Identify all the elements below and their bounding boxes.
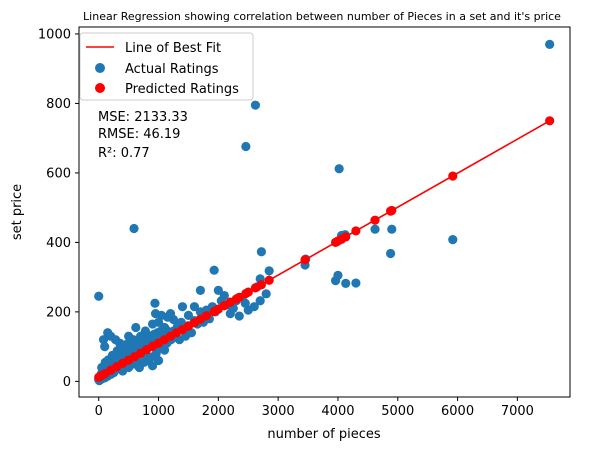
actual-point	[150, 298, 160, 308]
x-tick-label: 6000	[441, 404, 474, 419]
y-axis-label: set price	[10, 184, 25, 240]
r2-text: R²: 0.77	[98, 146, 150, 161]
x-tick-label: 5000	[381, 404, 414, 419]
actual-point	[261, 289, 271, 299]
actual-point	[100, 342, 110, 352]
x-tick-label: 2000	[202, 404, 235, 419]
x-tick-label: 0	[95, 404, 103, 419]
predicted-point	[264, 275, 274, 285]
predicted-point	[330, 237, 341, 247]
y-tick-label: 600	[46, 166, 71, 181]
actual-point	[255, 296, 265, 306]
actual-point	[153, 317, 164, 327]
x-tick-label: 1000	[142, 404, 175, 419]
actual-point	[341, 278, 351, 288]
chart-title: Linear Regression showing correlation be…	[83, 10, 561, 23]
actual-point	[94, 291, 104, 301]
actual-point	[213, 285, 223, 295]
y-tick-label: 200	[46, 305, 71, 320]
actual-point	[176, 317, 186, 327]
actual-point	[250, 100, 261, 110]
predicted-point	[300, 255, 310, 265]
actual-point	[98, 335, 109, 345]
predicted-point	[545, 116, 555, 126]
mse-text: MSE: 2133.33	[98, 110, 188, 125]
x-axis-label: number of pieces	[267, 427, 381, 442]
x-tick-label: 4000	[321, 404, 354, 419]
y-tick-label: 1000	[38, 27, 71, 42]
actual-point	[150, 309, 161, 319]
legend-marker-actual	[95, 63, 105, 73]
actual-point	[370, 224, 380, 234]
actual-point	[241, 141, 251, 152]
actual-point	[333, 270, 343, 281]
legend: Line of Best Fit Actual Ratings Predicte…	[79, 32, 254, 101]
actual-point	[545, 39, 555, 49]
predicted-point	[370, 215, 380, 225]
y-tick-label: 800	[46, 97, 71, 112]
predicted-point	[250, 283, 261, 293]
actual-point	[183, 310, 194, 320]
actual-point	[131, 322, 141, 333]
x-tick-label: 7000	[501, 404, 534, 419]
actual-point	[334, 164, 344, 174]
actual-point	[177, 302, 188, 312]
predicted-point	[209, 306, 219, 317]
actual-point	[387, 224, 397, 234]
legend-marker-predicted	[95, 83, 105, 93]
actual-point	[129, 223, 139, 234]
actual-point	[195, 285, 206, 295]
legend-label-predicted: Predicted Ratings	[125, 82, 239, 97]
actual-point	[448, 235, 458, 245]
actual-point	[351, 278, 361, 288]
rmse-text: RMSE: 46.19	[98, 127, 180, 142]
y-tick-label: 400	[46, 236, 71, 251]
legend-label-fit: Line of Best Fit	[125, 41, 221, 56]
actual-point	[385, 248, 396, 259]
actual-point	[128, 335, 139, 345]
actual-point	[240, 298, 250, 308]
actual-point	[249, 302, 259, 312]
legend-label-actual: Actual Ratings	[125, 62, 219, 77]
predicted-point	[94, 372, 104, 382]
actual-point	[264, 266, 274, 276]
actual-point	[234, 311, 244, 321]
actual-point	[256, 247, 267, 257]
stats-annotation: MSE: 2133.33 RMSE: 46.19 R²: 0.77	[98, 110, 188, 161]
actual-point	[189, 302, 200, 312]
predicted-point	[448, 171, 458, 181]
predicted-point	[385, 206, 396, 216]
x-tick-label: 3000	[262, 404, 295, 419]
legend-box	[79, 32, 254, 101]
y-tick-label: 0	[63, 375, 71, 390]
plot-area	[78, 26, 571, 398]
predicted-point	[351, 226, 361, 236]
actual-point	[209, 265, 219, 275]
axes: 0 1000 2000 3000 4000 5000 6000 7000 0 200 400 600 8…	[38, 27, 534, 419]
actual-point	[153, 355, 164, 366]
